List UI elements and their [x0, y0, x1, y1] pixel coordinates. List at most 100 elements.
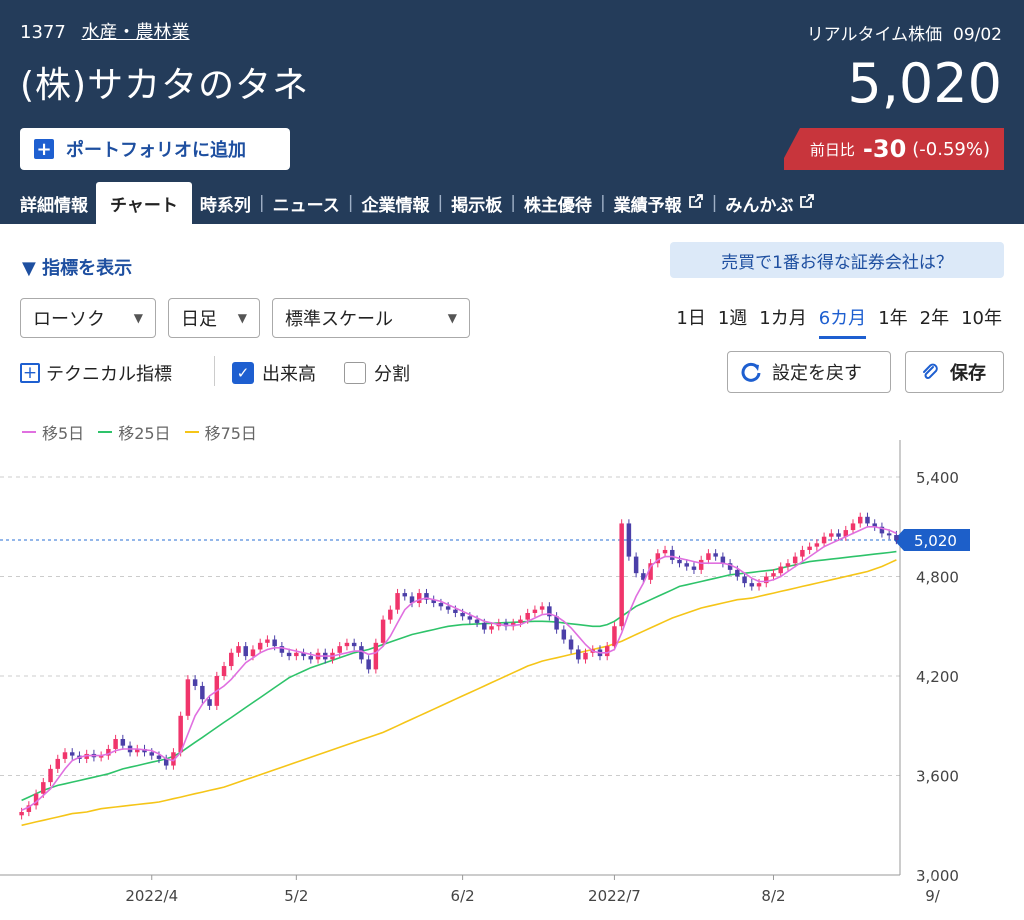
- y-tick-label: 4,800: [916, 569, 959, 587]
- add-portfolio-label: ポートフォリオに追加: [66, 140, 246, 161]
- stock-code: 1377: [20, 22, 66, 43]
- period-1w[interactable]: 1週: [717, 308, 748, 329]
- candle: [720, 556, 726, 564]
- candle: [200, 685, 205, 700]
- legend-swatch: [184, 431, 199, 433]
- tab-separator: |: [599, 193, 606, 213]
- scale-select[interactable]: 標準スケール ▼: [272, 298, 470, 338]
- tab-company[interactable]: 企業情報: [361, 195, 430, 216]
- candle: [583, 652, 588, 660]
- period-1y[interactable]: 1年: [878, 308, 908, 329]
- candle: [684, 563, 689, 567]
- chart-legend: 移5日 移25日 移75日: [22, 420, 257, 444]
- tab-forecast-label: 業績予報: [613, 195, 682, 216]
- candle: [156, 755, 162, 759]
- candle: [265, 639, 270, 643]
- candle: [236, 646, 241, 653]
- candle: [489, 626, 494, 630]
- plus-icon: +: [20, 363, 40, 383]
- volume-checkbox[interactable]: ✓ 出来高: [232, 360, 316, 386]
- candle: [641, 573, 646, 580]
- tab-forecast[interactable]: 業績予報: [606, 182, 712, 224]
- refresh-icon: [740, 361, 762, 383]
- period-2y[interactable]: 2年: [919, 308, 950, 329]
- candle: [62, 752, 68, 759]
- sector-link[interactable]: 水産・農林業: [81, 22, 190, 43]
- split-label: 分割: [374, 364, 410, 385]
- save-button[interactable]: 保存: [905, 351, 1004, 393]
- show-indicators-toggle[interactable]: ▼ 指標を表示: [22, 258, 133, 279]
- checkmark-icon: ✓: [232, 362, 254, 384]
- candle: [142, 748, 147, 753]
- candle: [301, 652, 306, 657]
- candle: [33, 793, 39, 806]
- realtime-text: リアルタイム株価: [806, 25, 943, 45]
- candle: [778, 566, 783, 574]
- interval-select[interactable]: 日足 ▼: [168, 298, 260, 338]
- candle: [416, 593, 422, 604]
- price-chart[interactable]: 5,400 4,800 4,200 3,600 3,000 2022/4 5/2 6/2 202…: [0, 440, 1024, 920]
- candle: [525, 612, 530, 620]
- candle: [894, 535, 899, 541]
- tab-separator: |: [258, 193, 265, 213]
- candle: [807, 546, 812, 550]
- legend-ma5-label: 移5日: [42, 424, 85, 443]
- nav-tabs: 詳細情報 チャート 時系列 | ニュース | 企業情報 | 掲示板 | 株主優待…: [12, 182, 823, 224]
- tab-details[interactable]: 詳細情報: [20, 195, 88, 216]
- volume-label: 出来高: [262, 364, 316, 385]
- candle: [503, 622, 509, 627]
- candle: [69, 752, 75, 756]
- current-price: 5,020: [847, 52, 1002, 115]
- candle: [691, 566, 697, 570]
- candle: [698, 559, 704, 570]
- period-1d[interactable]: 1日: [676, 308, 706, 329]
- chart-type-select[interactable]: ローソク ▼: [20, 298, 156, 338]
- candle: [163, 758, 169, 766]
- candle: [604, 646, 610, 657]
- candle: [344, 642, 350, 647]
- x-tick-label: 9/: [925, 887, 941, 905]
- change-badge: 前日比 -30 (-0.59%): [784, 128, 1004, 170]
- period-10y[interactable]: 10年: [961, 308, 1002, 329]
- tab-separator: |: [510, 193, 516, 213]
- tab-board[interactable]: 掲示板: [451, 195, 503, 216]
- candle: [185, 679, 191, 716]
- candle: [445, 606, 451, 610]
- tab-separator: |: [711, 193, 718, 213]
- ma75-line: [21, 559, 897, 827]
- broker-banner[interactable]: 売買で1番お得な証券会社は？: [670, 242, 1004, 278]
- technical-indicator-button[interactable]: + テクニカル指標: [20, 360, 172, 386]
- candle: [366, 659, 371, 670]
- period-1m[interactable]: 1カ月: [759, 308, 807, 329]
- candle: [308, 656, 314, 660]
- candle: [662, 549, 668, 554]
- external-link-icon: [688, 193, 704, 214]
- candle: [756, 583, 762, 587]
- candle: [438, 603, 444, 607]
- tab-benefits[interactable]: 株主優待: [523, 195, 592, 216]
- y-tick-label: 5,400: [916, 469, 959, 487]
- divider: [214, 356, 215, 386]
- legend-swatch: [98, 431, 113, 433]
- candle: [850, 523, 856, 531]
- candle: [474, 619, 480, 623]
- candle: [294, 652, 299, 657]
- candle: [843, 530, 849, 537]
- plus-icon: +: [34, 139, 54, 160]
- split-checkbox[interactable]: 分割: [344, 360, 410, 386]
- tab-chart[interactable]: チャート: [96, 182, 192, 224]
- candle: [626, 523, 632, 557]
- change-label: 前日比: [809, 140, 855, 159]
- y-tick-label: 3,000: [916, 867, 959, 885]
- add-portfolio-button[interactable]: + ポートフォリオに追加: [20, 128, 290, 170]
- candle: [612, 626, 617, 647]
- tab-timeseries[interactable]: 時系列: [199, 195, 251, 216]
- candle: [207, 699, 212, 706]
- candle: [633, 556, 639, 574]
- period-6m[interactable]: 6カ月: [818, 304, 867, 339]
- reset-settings-button[interactable]: 設定を戻す: [727, 351, 891, 393]
- candle: [785, 563, 791, 567]
- tab-news[interactable]: ニュース: [272, 195, 340, 216]
- tab-minkabu[interactable]: みんかぶ: [717, 182, 823, 224]
- y-tick-label: 3,600: [916, 768, 959, 786]
